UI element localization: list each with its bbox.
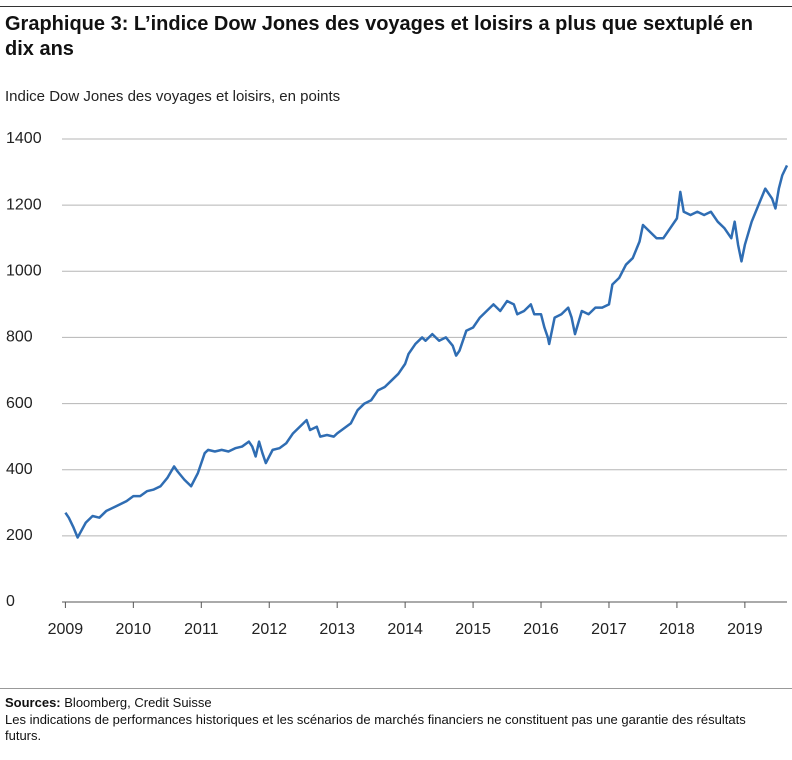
x-tick-label: 2014 <box>387 621 423 638</box>
x-tick-label: 2012 <box>251 621 287 638</box>
y-tick-label: 800 <box>6 329 33 346</box>
y-tick-label: 1000 <box>6 263 42 280</box>
x-tick-label: 2010 <box>116 621 152 638</box>
chart: 0 200 400 600 800 1000 1200 1400 2009 2010 2011 201… <box>6 130 789 638</box>
chart-title: Graphique 3: L’indice Dow Jones des voya… <box>5 13 753 60</box>
x-tick-label: 2013 <box>319 621 355 638</box>
x-tick-label: 2011 <box>184 621 219 638</box>
top-rule <box>0 6 792 7</box>
y-tick-label: 200 <box>6 527 33 544</box>
y-tick-label: 400 <box>6 461 33 478</box>
x-tick-label: 2015 <box>455 621 491 638</box>
x-tick-label: 2017 <box>591 621 627 638</box>
x-tick-label: 2016 <box>523 621 559 638</box>
sources-label: Sources: <box>5 695 61 710</box>
sources-text: Bloomberg, Credit Suisse <box>64 695 212 710</box>
sources: Sources: Bloomberg, Credit Suisse <box>5 695 212 710</box>
footer-rule <box>0 688 792 689</box>
x-tick-label: 2018 <box>659 621 695 638</box>
y-tick-label: 1400 <box>6 130 42 147</box>
y-tick-label: 0 <box>6 593 15 610</box>
y-tick-label: 1200 <box>6 196 42 213</box>
note: Les indications de performances historiq… <box>5 712 746 743</box>
chart-subtitle: Indice Dow Jones des voyages et loisirs,… <box>5 88 341 105</box>
line-series <box>64 164 789 539</box>
x-tick-label: 2009 <box>48 621 84 638</box>
x-tick-label: 2019 <box>727 621 763 638</box>
y-tick-label: 600 <box>6 395 33 412</box>
